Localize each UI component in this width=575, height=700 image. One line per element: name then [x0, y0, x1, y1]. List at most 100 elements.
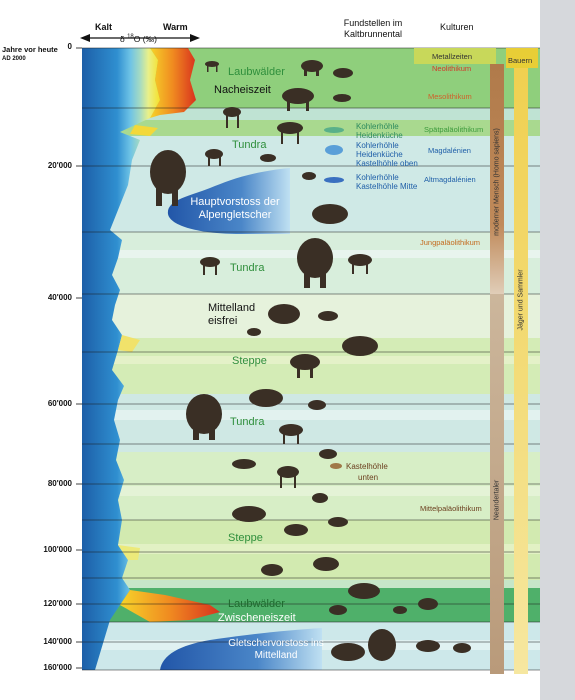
header-fundstellen: Fundstellen im Kaltbrunnental	[343, 18, 403, 39]
horse-icon	[277, 122, 303, 144]
band-mittelland	[82, 294, 540, 338]
culture-bauern: Bauern	[508, 56, 533, 65]
site-heidenkueche-2: Heidenküche	[356, 150, 403, 159]
cold-warm-arrow	[80, 34, 200, 42]
y-tick-label: 80'000	[47, 479, 72, 488]
jaeger-bar	[514, 68, 528, 674]
musk-ox-icon	[268, 304, 300, 324]
right-margin-bar	[540, 0, 575, 700]
culture-spaetpalaeolithikum: Spätpaläolithikum	[424, 125, 484, 134]
culture-neandertaler: Neandertaler	[493, 479, 501, 521]
bauern-bar	[506, 48, 538, 68]
zone-tundra-2: Tundra	[230, 262, 265, 274]
y-tick-label: 140'000	[43, 637, 72, 646]
deer-icon	[393, 606, 407, 614]
horse-icon	[416, 640, 440, 652]
culture-modern-human: moderner Mensch (Homo sapiens)	[493, 128, 501, 236]
wolf-icon	[333, 94, 351, 102]
boar-icon	[329, 605, 347, 615]
site-marker-kastel-unten	[330, 463, 342, 469]
ibex-icon	[247, 328, 261, 336]
header-ad: AD 2000	[2, 56, 26, 62]
boar-icon	[333, 68, 353, 78]
zone-laubwaelder-top: Laubwälder	[228, 66, 285, 78]
culture-neolithikum: Neolithikum	[432, 64, 472, 73]
culture-metallzeiten: Metallzeiten	[432, 52, 473, 61]
site-kastelhoehle-mitte: Kastelhöhle Mitte	[356, 182, 418, 191]
site-heidenkueche-1: Heidenküche	[356, 131, 403, 140]
header-kalt: Kalt	[95, 22, 113, 32]
header-delta18o: δ 18O (‰)	[120, 33, 157, 44]
y-tick-label: 120'000	[43, 599, 72, 608]
y-tick-label: 40'000	[47, 293, 72, 302]
reindeer-icon	[319, 449, 337, 459]
reindeer-icon	[328, 517, 348, 527]
hyena-icon	[308, 400, 326, 410]
site-kohlerhoehle-2: Kohlerhöhle	[356, 141, 399, 150]
rhino-icon	[331, 643, 365, 661]
header-warm: Warm	[163, 22, 188, 32]
isotope-warm-area	[150, 48, 196, 118]
y-tick-label: 0	[67, 42, 72, 51]
horse-icon	[348, 254, 372, 274]
isotope-curve	[82, 48, 220, 670]
mammoth-icon	[150, 150, 186, 206]
horse-icon	[279, 424, 303, 444]
site-kohlerhoehle-1: Kohlerhöhle	[356, 122, 399, 131]
zone-nacheiszeit: Nacheiszeit	[214, 84, 271, 96]
deer-icon	[205, 61, 219, 72]
band-cool	[82, 108, 540, 120]
culture-magdalenien: Magdalénien	[428, 146, 471, 155]
culture-altmagdalenien: Altmagdalénien	[424, 175, 476, 184]
zone-hauptvorstoss: Hauptvorstoss der Alpengletscher	[190, 196, 280, 221]
zone-mittelland: Mittelland eisfrei	[208, 302, 256, 327]
isotope-cold-area	[82, 48, 160, 670]
band-spaet	[82, 120, 540, 136]
culture-jaeger-sammler: Jäger und Sammler	[517, 269, 525, 331]
y-axis-ticks	[76, 47, 82, 669]
y-tick-label: 100'000	[43, 545, 72, 554]
mammoth-icon	[186, 394, 222, 440]
zone-steppe-1: Steppe	[232, 355, 267, 367]
y-tick-label: 60'000	[47, 399, 72, 408]
site-marker-altmagdalenien	[324, 177, 344, 183]
bison-icon	[312, 204, 348, 224]
band-lgm	[82, 136, 540, 232]
bear-icon	[301, 60, 323, 76]
site-kastelhoehle-unten-a: Kastelhöhle	[346, 462, 388, 471]
zone-gletschervorstoss: Gletschervorstoss ins Mittelland	[228, 638, 324, 661]
sapiens-bar	[490, 64, 504, 294]
zone-zwischeneiszeit: Zwischeneiszeit	[218, 612, 296, 624]
aurochs-icon	[232, 506, 266, 522]
aurochs-icon	[282, 88, 314, 111]
y-tick-label: 160'000	[43, 663, 72, 672]
site-kohlerhoehle-3: Kohlerhöhle	[356, 173, 399, 182]
zone-tundra-3: Tundra	[230, 416, 265, 428]
reindeer-icon	[205, 149, 223, 166]
header-years: Jahre vor heute	[2, 45, 58, 54]
glacier-gletschervorstoss	[160, 628, 322, 670]
zone-laubwaelder-bottom: Laubwälder	[228, 598, 285, 610]
y-tick-label: 20'000	[47, 161, 72, 170]
horse-icon	[284, 524, 308, 536]
saiga-icon	[302, 172, 316, 180]
red-deer-icon	[261, 564, 283, 576]
wolf-icon	[260, 154, 276, 162]
zone-tundra-1: Tundra	[232, 139, 267, 151]
bear-icon	[313, 557, 339, 571]
lion-icon	[232, 459, 256, 469]
reindeer-icon	[318, 311, 338, 321]
mammoth-icon	[297, 238, 333, 288]
culture-mittelpalaeolithikum: Mittelpaläolithikum	[420, 504, 482, 513]
culture-jungpalaeolithikum: Jungpaläolithikum	[420, 238, 481, 247]
mammoth-icon	[368, 629, 396, 661]
red-deer-icon	[277, 466, 299, 488]
glacier-hauptvorstoss	[167, 168, 290, 234]
red-deer-icon	[223, 107, 241, 128]
wolf-icon	[312, 493, 328, 503]
header-kulturen: Kulturen	[440, 22, 474, 32]
gridlines	[82, 47, 540, 671]
bison-icon	[342, 336, 378, 356]
